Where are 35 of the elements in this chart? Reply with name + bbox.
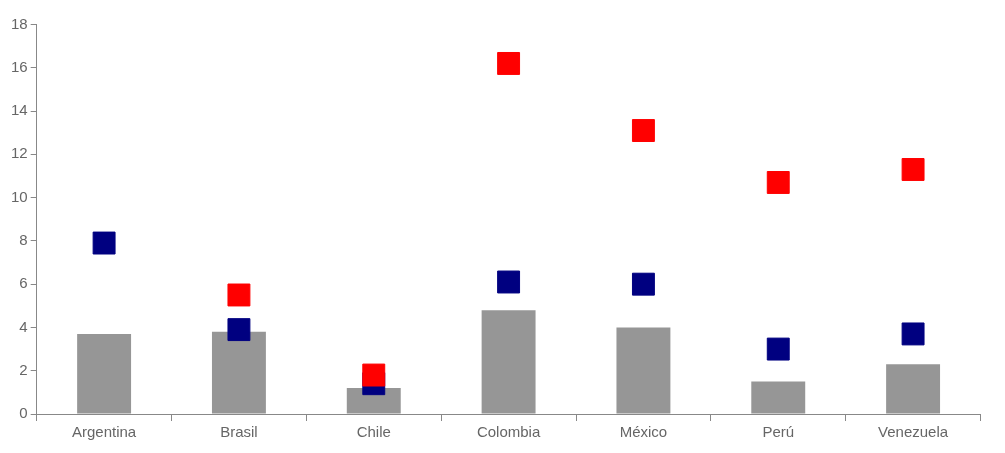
y-tick-label: 16 (11, 57, 28, 75)
point (497, 270, 521, 294)
point (766, 171, 790, 194)
y-tick-label: 4 (19, 317, 28, 335)
x-tick-label: Chile (356, 423, 391, 441)
y-tick-label: 12 (11, 144, 28, 162)
y-tick-label: 8 (19, 231, 28, 249)
y-tick-label: 14 (11, 101, 28, 119)
y-tick-label: 2 (19, 360, 28, 378)
x-tick-label: Colombia (476, 423, 541, 441)
y-tick-label: 0 (19, 404, 28, 422)
point (901, 158, 925, 181)
point (227, 283, 251, 307)
point (631, 119, 655, 142)
bar (886, 364, 941, 414)
x-tick-label: Perú (762, 423, 795, 441)
bar (481, 310, 536, 414)
x-tick-label: México (619, 423, 668, 441)
x-tick-label: Venezuela (878, 423, 949, 441)
point (901, 322, 925, 346)
y-tick-label: 10 (11, 187, 28, 205)
x-tick-label: Argentina (71, 423, 137, 441)
point (631, 272, 655, 296)
point (92, 231, 116, 255)
bar (211, 331, 266, 414)
bar (77, 333, 132, 414)
bar (751, 381, 806, 414)
y-tick-label: 6 (19, 274, 28, 292)
point (362, 363, 386, 387)
bar (616, 327, 671, 414)
x-tick-label: Brasil (220, 423, 258, 441)
point (227, 318, 251, 342)
point (766, 337, 790, 361)
point (497, 51, 521, 75)
y-tick-label: 18 (11, 14, 28, 32)
